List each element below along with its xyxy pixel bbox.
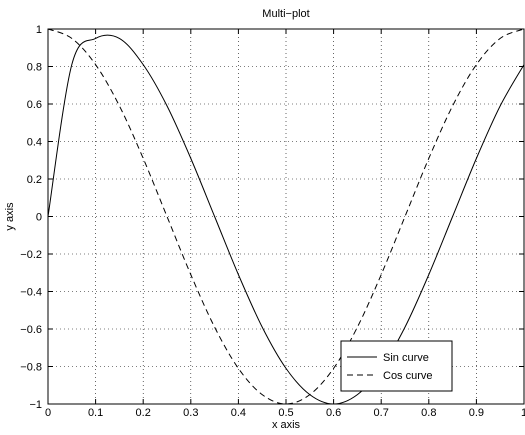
y-tick-label: 0.8 bbox=[27, 62, 42, 74]
x-axis-label: x axis bbox=[272, 419, 301, 431]
x-tick-label: 0.6 bbox=[326, 407, 341, 419]
y-tick-label: −1 bbox=[29, 399, 42, 411]
y-axis-label: y axis bbox=[4, 202, 16, 231]
legend-label: Sin curve bbox=[383, 352, 429, 364]
x-tick-label: 0.5 bbox=[278, 407, 293, 419]
x-tick-label: 0.1 bbox=[88, 407, 103, 419]
legend-label: Cos curve bbox=[383, 370, 433, 382]
y-tick-label: 0.2 bbox=[27, 174, 42, 186]
y-tick-label: 1 bbox=[36, 24, 42, 36]
x-tick-label: 0.8 bbox=[421, 407, 436, 419]
curves bbox=[47, 28, 525, 405]
ticks: 0 0.1 0.2 0.3 0.4 0.5 0.6 0.7 0.8 0.9 1 −1 −0.8 −0.6 −… bbox=[20, 24, 525, 419]
series-line-cos bbox=[47, 28, 525, 405]
x-tick-label: 1 bbox=[521, 407, 525, 419]
y-tick-label: 0 bbox=[36, 212, 42, 224]
legend-box bbox=[340, 340, 453, 392]
series-line-sin bbox=[47, 34, 525, 405]
x-tick-label: 0.2 bbox=[136, 407, 151, 419]
y-tick-label: 0.6 bbox=[27, 99, 42, 111]
legend: Sin curve Cos curve bbox=[340, 340, 453, 392]
x-tick-label: 0.3 bbox=[183, 407, 198, 419]
y-tick-label: −0.8 bbox=[20, 362, 42, 374]
chart-title: Multi−plot bbox=[262, 8, 309, 20]
x-tick-label: 0.9 bbox=[469, 407, 484, 419]
x-tick-label: 0 bbox=[45, 407, 51, 419]
y-tick-label: −0.2 bbox=[20, 249, 42, 261]
x-tick-label: 0.4 bbox=[231, 407, 246, 419]
y-tick-label: 0.4 bbox=[27, 137, 42, 149]
y-tick-label: −0.4 bbox=[20, 287, 42, 299]
y-tick-label: −0.6 bbox=[20, 324, 42, 336]
x-tick-label: 0.7 bbox=[374, 407, 389, 419]
